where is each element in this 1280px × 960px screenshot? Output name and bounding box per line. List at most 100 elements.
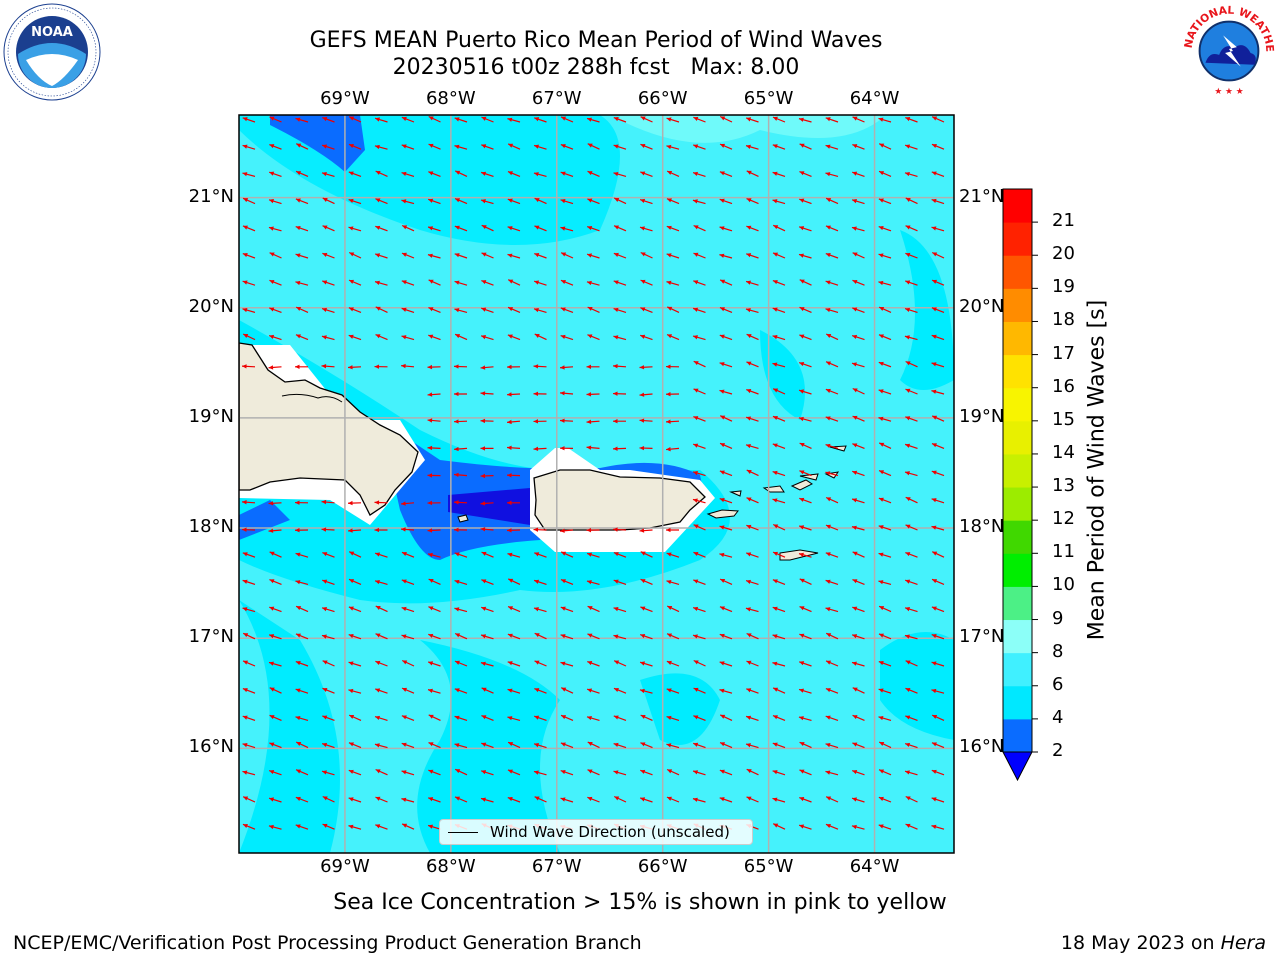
wind-wave-arrow: [401, 116, 415, 123]
wind-wave-arrow: [666, 280, 680, 286]
wind-wave-arrow: [507, 226, 521, 232]
wind-wave-arrow: [905, 715, 918, 721]
wind-wave-arrow: [269, 769, 282, 776]
wind-wave-arrow: [905, 823, 918, 830]
wind-wave-arrow: [268, 797, 282, 803]
wind-wave-arrow: [799, 741, 812, 749]
longitude-label-bottom: 68°W: [425, 856, 476, 877]
wind-wave-arrow: [878, 741, 892, 749]
wind-wave-arrow: [321, 634, 335, 640]
wind-wave-arrow: [931, 226, 945, 232]
wind-wave-arrow: [878, 796, 892, 803]
wind-wave-arrow: [878, 170, 892, 177]
wind-wave-arrow: [560, 143, 574, 150]
wind-wave-arrow: [612, 364, 627, 369]
colorbar: [1002, 188, 1038, 782]
wind-wave-arrow: [852, 742, 865, 749]
wind-wave-arrow: [693, 280, 706, 286]
wind-wave-arrow: [905, 660, 918, 667]
wind-wave-arrow: [772, 335, 786, 341]
wind-wave-arrow: [931, 171, 945, 177]
wind-wave-arrow: [587, 741, 600, 749]
wind-wave-arrow: [772, 498, 786, 504]
wind-wave-arrow: [798, 688, 812, 694]
wind-wave-arrow: [719, 334, 733, 341]
wind-wave-arrow: [931, 824, 945, 830]
wind-wave-arrow: [559, 418, 574, 423]
wind-wave-arrow: [852, 443, 865, 449]
wind-wave-arrow: [665, 364, 680, 369]
wind-wave-arrow: [375, 688, 388, 694]
wind-wave-arrow: [666, 579, 680, 585]
wind-wave-arrow: [348, 606, 362, 613]
wind-wave-arrow: [693, 715, 706, 721]
wind-wave-arrow: [640, 279, 653, 286]
wind-wave-arrow: [719, 552, 733, 558]
wind-wave-arrow: [560, 334, 574, 341]
wind-wave-arrow: [798, 525, 812, 531]
wind-wave-arrow: [533, 144, 547, 150]
wind-wave-arrow: [904, 144, 918, 150]
wind-wave-arrow: [480, 661, 494, 667]
wind-wave-arrow: [666, 225, 680, 232]
wind-wave-arrow: [825, 307, 839, 313]
wind-wave-arrow: [322, 795, 335, 803]
wind-wave-arrow: [878, 389, 892, 395]
wind-wave-arrow: [639, 797, 653, 803]
wind-wave-arrow: [719, 525, 733, 531]
wind-wave-arrow: [348, 307, 362, 313]
wind-wave-arrow: [851, 199, 865, 205]
wind-wave-arrow: [693, 224, 706, 232]
wind-wave-arrow: [348, 251, 362, 259]
wind-wave-arrow: [613, 795, 627, 803]
wind-wave-arrow: [481, 279, 494, 286]
wind-wave-arrow: [931, 578, 945, 585]
wind-wave-arrow: [295, 660, 309, 667]
wind-wave-arrow: [825, 197, 839, 205]
wind-wave-arrow: [295, 796, 309, 803]
wind-wave-arrow: [851, 661, 865, 667]
wind-wave-arrow: [401, 280, 415, 286]
wind-wave-arrow: [745, 743, 759, 749]
wind-wave-arrow: [295, 824, 309, 830]
wind-wave-arrow: [612, 391, 627, 396]
wind-wave-arrow: [269, 252, 282, 259]
wind-wave-arrow: [719, 115, 733, 123]
wind-wave-arrow: [851, 362, 865, 368]
wind-wave-arrow: [692, 199, 706, 205]
wind-wave-arrow: [719, 198, 733, 205]
wind-wave-arrow: [851, 797, 865, 803]
wind-wave-arrow: [719, 578, 733, 585]
wind-wave-arrow: [931, 442, 945, 449]
wind-wave-arrow: [480, 171, 494, 177]
colorbar-tick-label: 16: [1052, 375, 1075, 397]
wind-wave-arrow: [321, 607, 335, 613]
wind-wave-arrow: [852, 307, 865, 313]
wind-wave-arrow: [533, 527, 547, 532]
wind-wave-arrow: [374, 253, 388, 259]
colorbar-segment: [1003, 685, 1032, 720]
wind-wave-arrow: [799, 605, 812, 613]
colorbar-tick-label: 13: [1052, 475, 1075, 497]
wind-wave-arrow: [453, 472, 468, 478]
wind-wave-arrow: [322, 715, 335, 721]
wind-wave-arrow: [560, 199, 574, 205]
wind-wave-arrow: [931, 606, 945, 613]
wind-wave-arrow: [613, 335, 627, 341]
wind-wave-arrow: [269, 143, 282, 150]
wind-wave-arrow: [534, 225, 547, 232]
wind-wave-arrow: [586, 715, 600, 721]
wind-wave-arrow: [851, 226, 865, 232]
wind-wave-arrow: [348, 578, 362, 585]
colorbar-segment: [1003, 652, 1032, 687]
wind-wave-arrow: [666, 170, 680, 177]
wind-wave-arrow: [825, 552, 839, 558]
wind-wave-arrow: [772, 551, 786, 558]
wind-wave-arrow: [799, 497, 812, 504]
wind-wave-arrow: [613, 579, 627, 585]
wind-wave-arrow: [693, 443, 706, 449]
longitude-label-bottom: 65°W: [743, 856, 794, 877]
wind-wave-arrow: [851, 525, 865, 531]
latitude-label-left: 21°N: [188, 185, 234, 207]
wind-wave-arrow: [746, 388, 759, 395]
